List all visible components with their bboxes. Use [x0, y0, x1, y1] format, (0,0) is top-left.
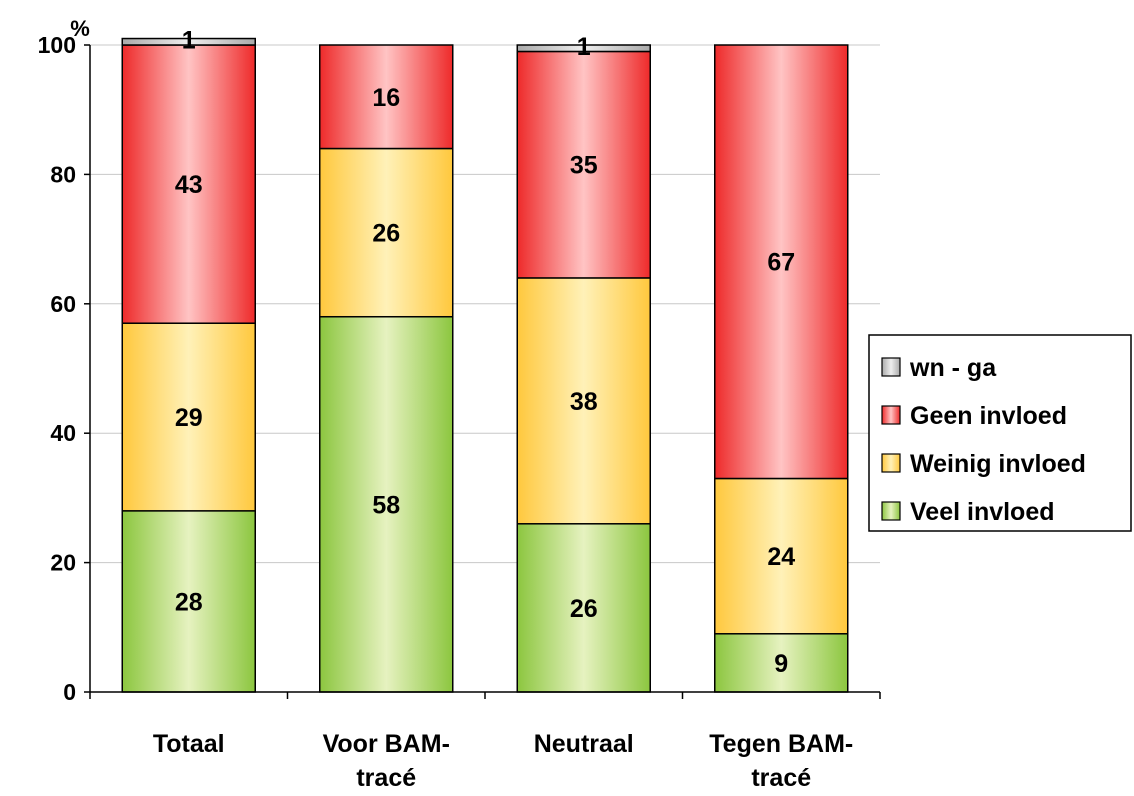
bars: 28 29 43 1 58 26 16 26 38 35 1 9 24 67 [121, 27, 849, 693]
data-label: 38 [570, 388, 598, 416]
y-axis-unit-label: % [70, 16, 90, 41]
legend: wn - ga Geen invloed Weinig invloed Veel in… [868, 334, 1132, 532]
data-label: 28 [175, 588, 203, 616]
bar-segment [714, 633, 849, 693]
bar-segment [516, 277, 651, 525]
data-label: 29 [175, 404, 203, 432]
bar-segment [121, 37, 256, 46]
data-label: 16 [372, 84, 400, 112]
data-label: 43 [175, 171, 203, 199]
data-label: 24 [767, 543, 795, 571]
legend-label: wn - ga [909, 354, 997, 382]
y-tick-label: 20 [50, 550, 76, 576]
legend-swatch [881, 453, 901, 473]
bar-segment [319, 44, 454, 150]
y-tick-label: 60 [50, 291, 76, 317]
bar-segment [319, 147, 454, 318]
bar-segment [516, 44, 651, 53]
bar-segment [714, 477, 849, 635]
data-label: 26 [570, 595, 598, 623]
legend-swatch [881, 357, 901, 377]
legend-box [868, 334, 1132, 532]
axes: 0 20 40 60 80 100 Totaal Voor BAM-tracé Neutraal… [38, 32, 881, 792]
data-label: 1 [577, 33, 591, 61]
data-label: 35 [570, 152, 598, 180]
data-label: 9 [774, 650, 788, 678]
legend-label: Veel invloed [910, 498, 1055, 526]
y-tick-label: 0 [63, 679, 76, 705]
x-tick-label: Voor BAM-tracé [323, 730, 450, 792]
bar-segment [714, 44, 849, 480]
bar-segment [121, 322, 256, 512]
data-label: 67 [767, 249, 795, 277]
data-label: 1 [182, 27, 196, 55]
y-tick-label: 100 [38, 32, 76, 58]
legend-swatch [881, 501, 901, 521]
y-tick-label: 40 [50, 420, 76, 446]
x-tick-label: Totaal [153, 730, 225, 758]
bar-segment [121, 510, 256, 693]
x-tick-label: Tegen BAM-tracé [709, 730, 853, 792]
y-tick-label: 80 [50, 161, 76, 187]
legend-label: Weinig invloed [910, 450, 1086, 478]
data-label: 26 [372, 220, 400, 248]
bar-segment [516, 50, 651, 279]
legend-swatch [881, 405, 901, 425]
legend-label: Geen invloed [910, 402, 1067, 430]
x-tick-label: Neutraal [534, 730, 634, 758]
data-label: 58 [372, 491, 400, 519]
bar-segment [319, 315, 454, 693]
